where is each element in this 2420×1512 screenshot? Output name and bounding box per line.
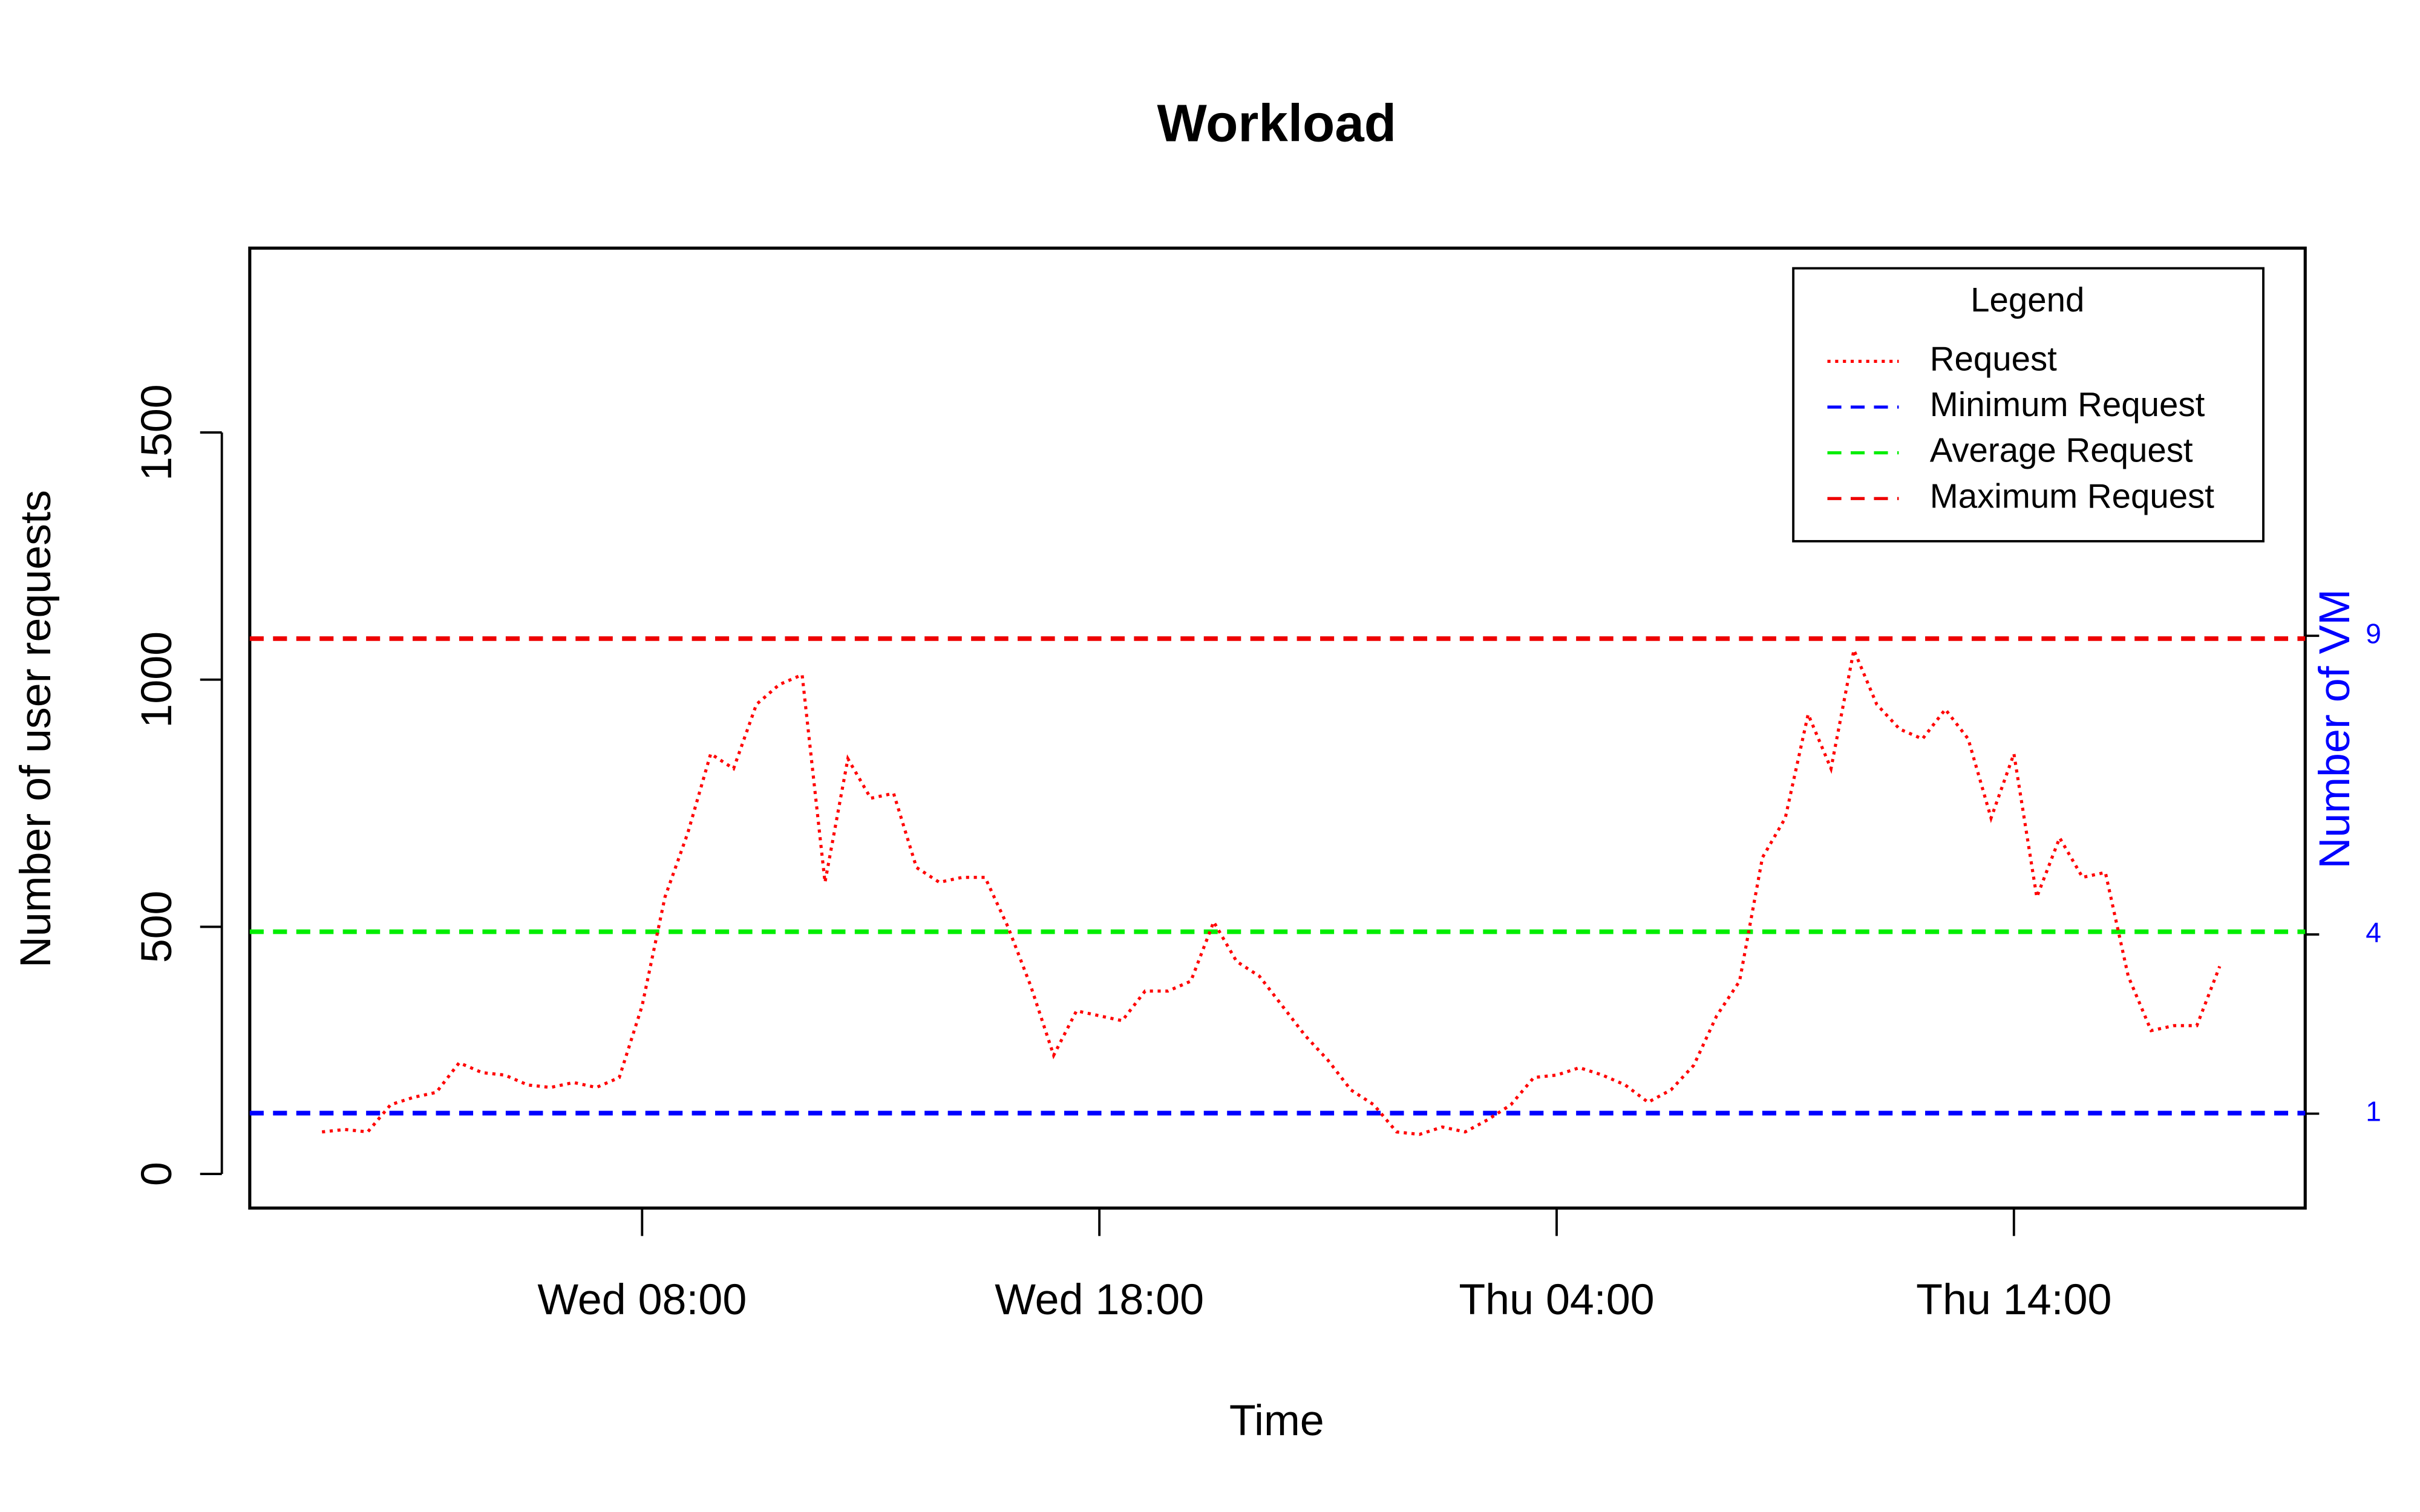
legend-box bbox=[1792, 267, 2265, 543]
y-tick-label: 1000 bbox=[132, 631, 181, 728]
y2-tick-label: 4 bbox=[2366, 916, 2381, 948]
x-tick-label: Wed 18:00 bbox=[995, 1276, 1204, 1324]
x-tick-label: Thu 04:00 bbox=[1459, 1276, 1654, 1324]
y2-tick-label: 9 bbox=[2366, 618, 2381, 649]
y-tick-label: 0 bbox=[132, 1162, 181, 1186]
y2-axis-label: Number of VM bbox=[2310, 589, 2359, 869]
x-tick-label: Wed 08:00 bbox=[537, 1276, 747, 1324]
legend-label: Request bbox=[1930, 339, 2057, 377]
chart-title: Workload bbox=[1157, 94, 1396, 152]
legend-title: Legend bbox=[1970, 281, 2084, 319]
legend-label: Maximum Request bbox=[1930, 477, 2215, 515]
data-line bbox=[321, 644, 2222, 1136]
legend-label: Average Request bbox=[1930, 431, 2193, 469]
y-tick-label: 1500 bbox=[132, 384, 181, 481]
y-axis-label: Number of user requests bbox=[11, 490, 60, 968]
x-axis-label: Time bbox=[1229, 1396, 1324, 1445]
legend-label: Minimum Request bbox=[1930, 385, 2205, 423]
y2-tick-label: 1 bbox=[2366, 1096, 2381, 1127]
x-tick-label: Thu 14:00 bbox=[1916, 1276, 2111, 1324]
y-tick-label: 500 bbox=[132, 891, 181, 963]
